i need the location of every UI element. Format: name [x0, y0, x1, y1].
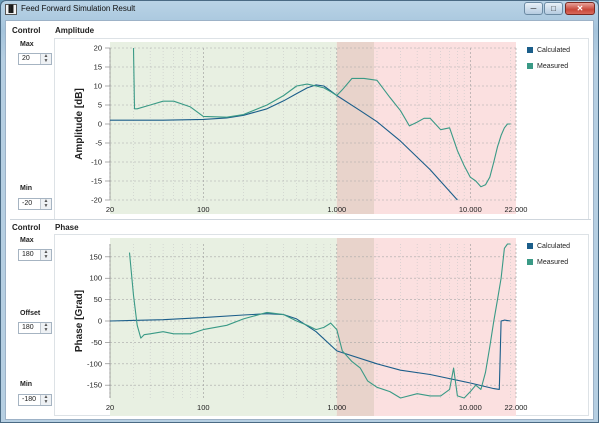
- spin-up-icon[interactable]: ▲: [43, 322, 49, 328]
- y-axis-label: Amplitude [dB]: [74, 88, 85, 160]
- maximize-button[interactable]: □: [544, 2, 563, 15]
- legend-item-calculated: Calculated: [527, 47, 570, 54]
- series-line-measured: [128, 243, 511, 399]
- y-tick-label: -10: [91, 158, 102, 167]
- y-tick-label: -150: [87, 381, 102, 390]
- spin-down-icon[interactable]: ▼: [43, 399, 49, 405]
- phase-min-value: -180: [22, 396, 37, 403]
- legend-item-calculated: Calculated: [527, 243, 570, 250]
- phase-max-spinner[interactable]: 180 ▲ ▼: [18, 249, 52, 261]
- phase-chart-title: Phase: [55, 223, 79, 232]
- phase-max-label: Max: [20, 237, 34, 244]
- zone-red: [374, 238, 516, 416]
- phase-control-title: Control: [12, 223, 41, 232]
- y-tick-label: 0: [98, 120, 102, 129]
- amplitude-legend: Calculated Measured: [527, 47, 587, 77]
- series-line-calculated: [110, 84, 458, 201]
- spin-down-icon[interactable]: ▼: [43, 203, 49, 209]
- phase-offset-value: 180: [22, 324, 34, 331]
- spin-up-icon[interactable]: ▲: [43, 198, 49, 204]
- phase-max-value: 180: [22, 251, 34, 258]
- legend-swatch-icon: [527, 243, 533, 250]
- amplitude-max-value: 20: [22, 55, 30, 62]
- section-divider: [10, 219, 591, 220]
- y-tick-label: 100: [89, 274, 102, 283]
- bars-icon: ▐▌: [5, 4, 17, 15]
- x-tick-label: 1.000: [327, 205, 346, 214]
- y-tick-label: 50: [94, 295, 102, 304]
- x-tick-label: 20: [106, 403, 114, 412]
- y-tick-label: 0: [98, 317, 102, 326]
- phase-chart[interactable]: 150 100 50 0 -50 -100 -150 20 100 1.000 10.000 22.0…: [54, 234, 534, 416]
- y-tick-label: -15: [91, 177, 102, 186]
- y-tick-label: -100: [87, 359, 102, 368]
- legend-item-measured: Measured: [527, 63, 568, 70]
- y-tick-label: 150: [89, 252, 102, 261]
- phase-min-label: Min: [20, 381, 33, 388]
- legend-swatch-icon: [527, 47, 533, 54]
- amplitude-min-value: -20: [22, 200, 33, 207]
- zone-overlap: [336, 42, 375, 214]
- phase-offset-label: Offset: [20, 310, 41, 317]
- amplitude-chart-title: Amplitude: [55, 26, 95, 35]
- x-tick-label: 22.000: [505, 205, 528, 214]
- spin-up-icon[interactable]: ▲: [43, 53, 49, 59]
- x-tick-label: 100: [197, 403, 210, 412]
- spin-down-icon[interactable]: ▼: [43, 58, 49, 64]
- y-tick-label: -5: [95, 139, 102, 148]
- zone-red: [374, 42, 516, 214]
- amplitude-chart[interactable]: 20 15 10 5 0 -5 -10 -15 -20 20 100 1.000 10.000 22.00…: [54, 38, 534, 214]
- x-tick-label: 10.000: [459, 205, 482, 214]
- series-line-calculated: [109, 313, 511, 390]
- phase-min-spinner[interactable]: -180 ▲ ▼: [18, 394, 52, 406]
- legend-label: Measured: [537, 63, 569, 70]
- y-tick-label: -50: [91, 338, 102, 347]
- zone-overlap: [336, 238, 375, 416]
- x-tick-label: 22.000: [505, 403, 528, 412]
- x-tick-label: 100: [197, 205, 210, 214]
- amplitude-max-spinner[interactable]: 20 ▲ ▼: [18, 53, 52, 65]
- legend-swatch-icon: [527, 63, 533, 70]
- zone-green: [110, 238, 337, 416]
- x-tick-label: 1.000: [327, 403, 346, 412]
- y-axis-label: Phase [Grad]: [74, 290, 85, 352]
- y-tick-label: 5: [98, 101, 102, 110]
- series-line-measured: [132, 47, 511, 188]
- spin-down-icon[interactable]: ▼: [43, 254, 49, 260]
- legend-label: Calculated: [537, 47, 571, 54]
- y-tick-label: 20: [94, 44, 102, 53]
- legend-swatch-icon: [527, 259, 533, 266]
- amplitude-max-label: Max: [20, 41, 34, 48]
- spin-down-icon[interactable]: ▼: [43, 327, 49, 333]
- phase-offset-spinner[interactable]: 180 ▲ ▼: [18, 322, 52, 334]
- y-tick-label: 10: [94, 82, 102, 91]
- zone-green: [110, 42, 337, 214]
- spin-up-icon[interactable]: ▲: [43, 394, 49, 400]
- amplitude-control-title: Control: [12, 26, 41, 35]
- amplitude-min-spinner[interactable]: -20 ▲ ▼: [18, 198, 52, 210]
- minimize-button[interactable]: ─: [524, 2, 543, 15]
- x-tick-label: 20: [106, 205, 114, 214]
- legend-label: Calculated: [537, 243, 571, 250]
- amplitude-min-label: Min: [20, 185, 33, 192]
- phase-legend: Calculated Measured: [527, 243, 587, 273]
- y-tick-label: 15: [94, 63, 102, 72]
- close-button[interactable]: ✕: [565, 2, 595, 15]
- legend-label: Measured: [537, 259, 569, 266]
- window-title: Feed Forward Simulation Result: [21, 4, 136, 13]
- legend-item-measured: Measured: [527, 259, 568, 266]
- x-tick-label: 10.000: [459, 403, 482, 412]
- title-bar[interactable]: ▐▌ Feed Forward Simulation Result ─ □ ✕: [1, 1, 598, 18]
- client-area: Control Amplitude Max 20 ▲ ▼ Min -20 ▲ ▼ 2…: [5, 20, 594, 420]
- y-tick-label: -20: [91, 196, 102, 205]
- spin-up-icon[interactable]: ▲: [43, 249, 49, 255]
